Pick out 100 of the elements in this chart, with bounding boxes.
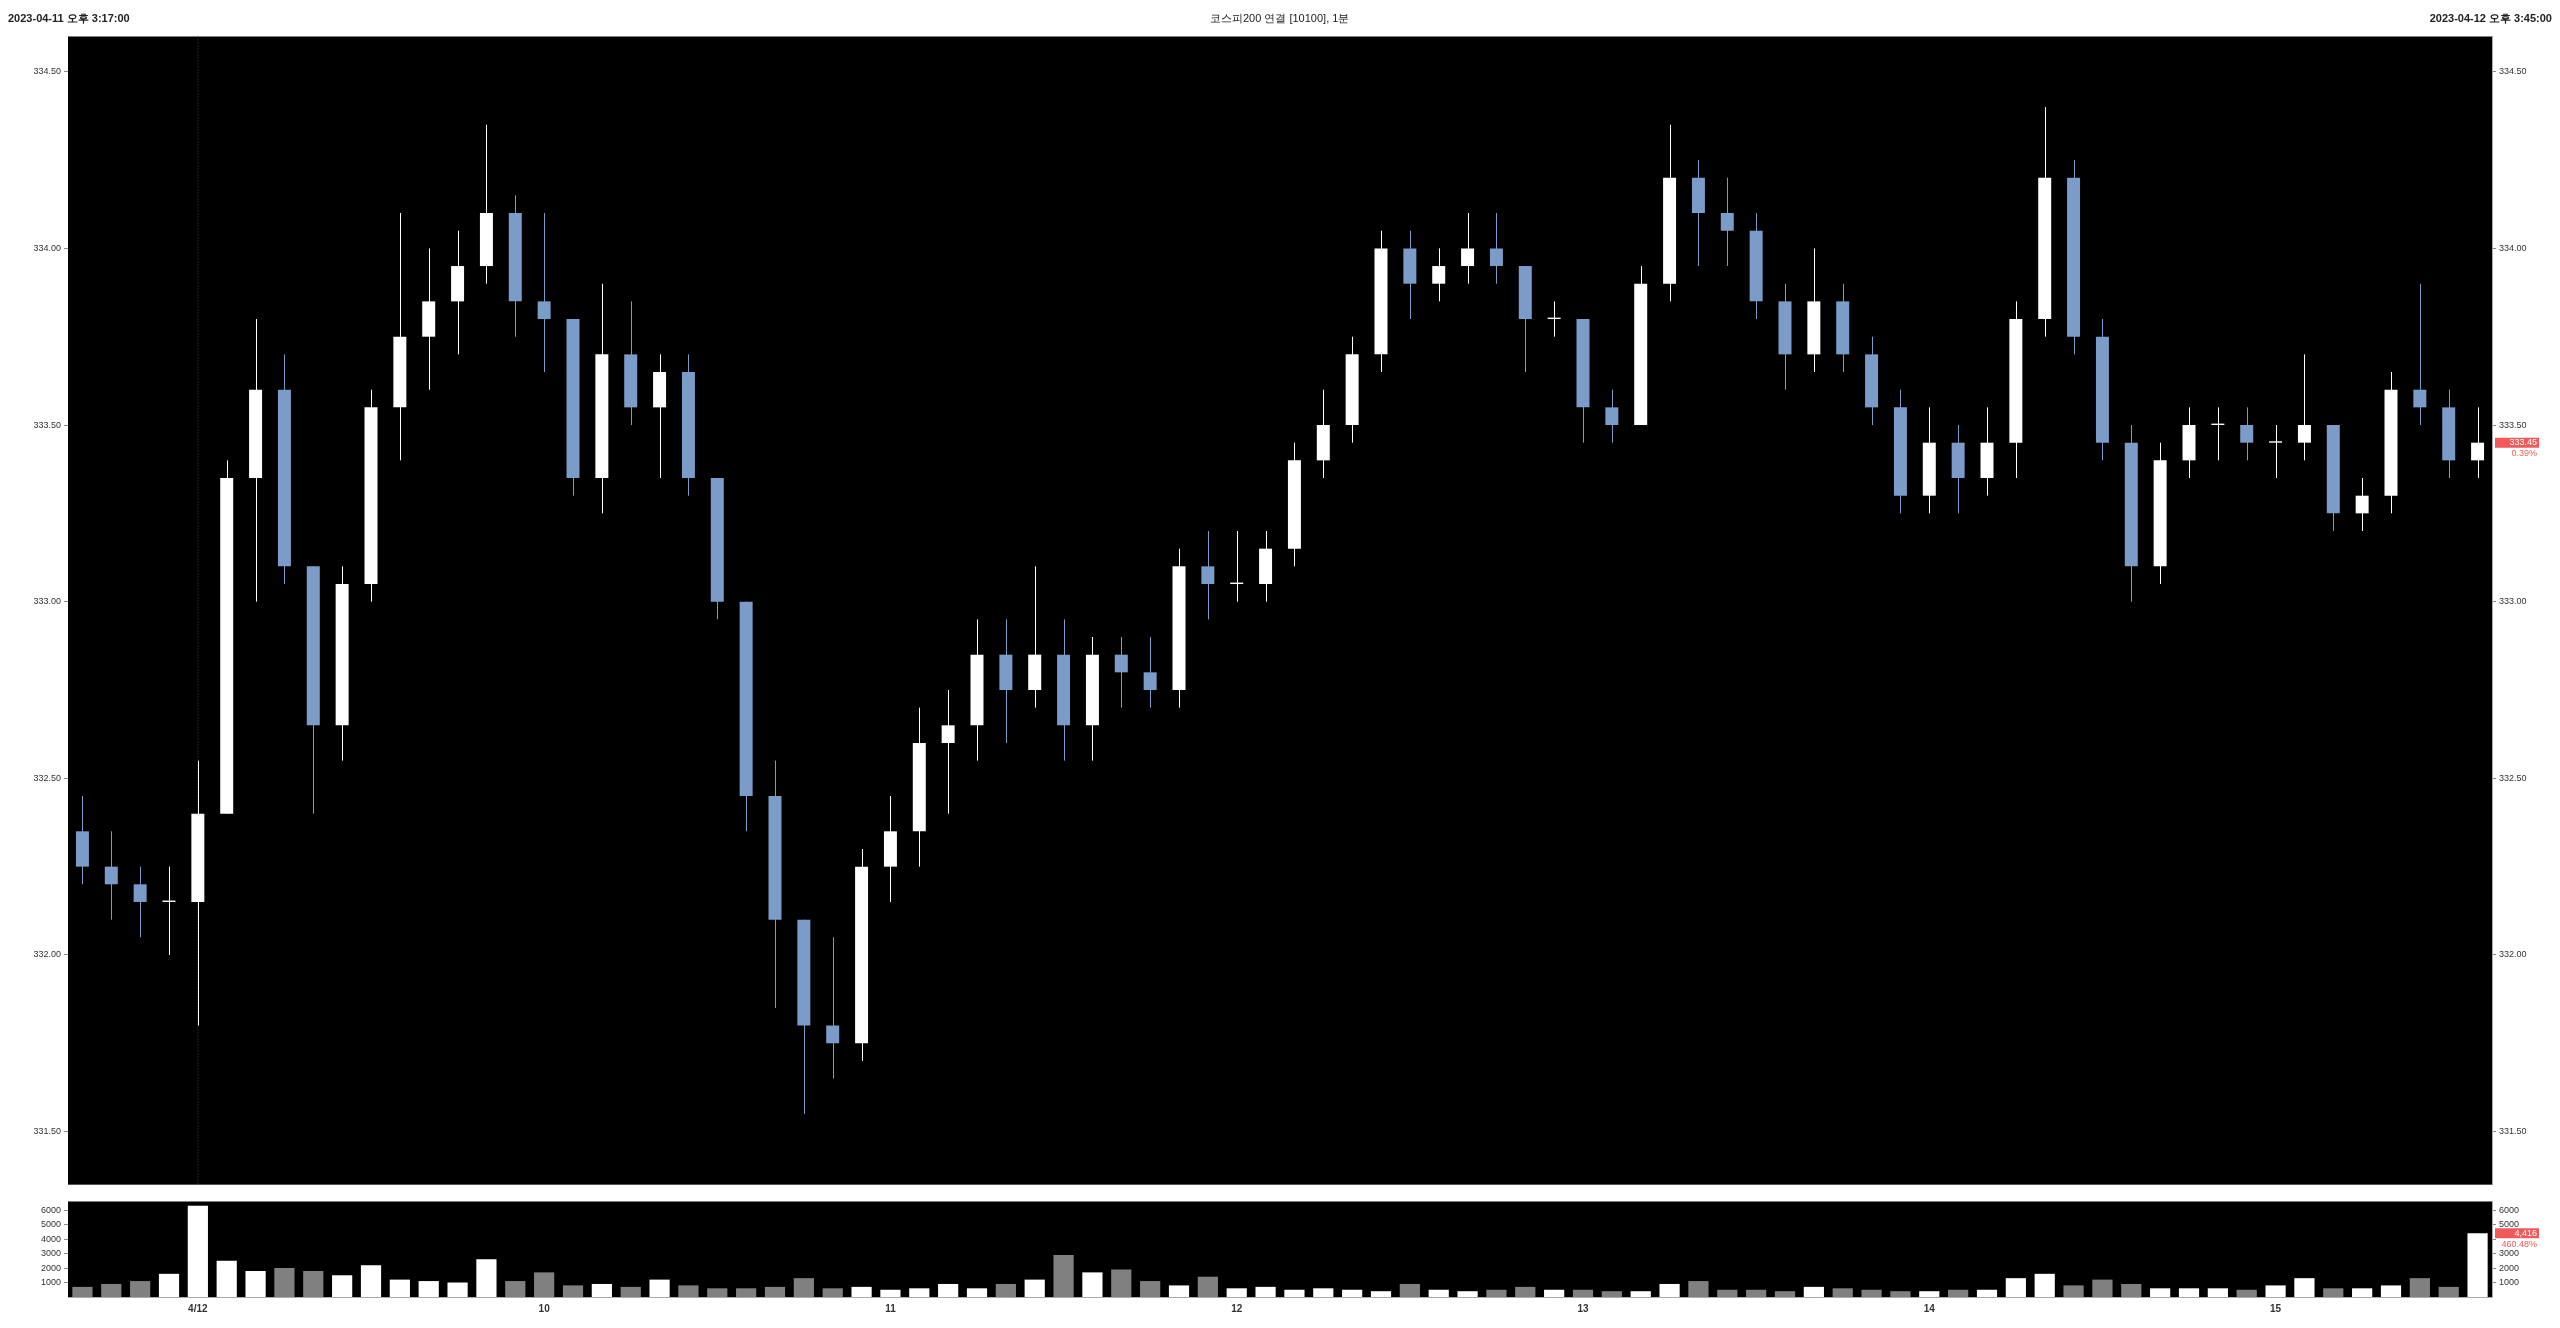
bar bbox=[1774, 1291, 1796, 1297]
candlestick bbox=[1720, 177, 1734, 267]
y2-tick-label: 331.50 bbox=[2499, 1126, 2527, 1137]
candlestick bbox=[1489, 212, 1503, 285]
text: 0.39% bbox=[2511, 448, 2537, 459]
bar bbox=[130, 1281, 151, 1297]
y2-tick-label: 333.50 bbox=[2499, 419, 2527, 430]
y-tick-label: 5000 bbox=[40, 1219, 61, 1230]
bar bbox=[1140, 1281, 1161, 1297]
bar bbox=[1544, 1289, 1565, 1297]
bar bbox=[303, 1270, 324, 1297]
bar bbox=[591, 1283, 612, 1297]
y-tick-label: 332.00 bbox=[33, 949, 61, 960]
bar bbox=[938, 1283, 959, 1297]
candlestick bbox=[826, 936, 840, 1080]
y2-tick-label: 332.00 bbox=[2499, 949, 2527, 960]
bar bbox=[1659, 1283, 1680, 1297]
bar bbox=[649, 1279, 670, 1297]
bar bbox=[1486, 1289, 1507, 1297]
text: 4,416 bbox=[2514, 1227, 2537, 1238]
y2-tick-label: 334.00 bbox=[2499, 242, 2527, 253]
bar bbox=[1746, 1289, 1767, 1297]
bar bbox=[995, 1283, 1016, 1297]
bar bbox=[1313, 1288, 1334, 1297]
bar bbox=[2150, 1288, 2171, 1297]
bar bbox=[966, 1288, 988, 1297]
candlestick bbox=[2240, 406, 2254, 461]
candlestick bbox=[2413, 283, 2427, 426]
bar bbox=[1976, 1289, 1998, 1297]
bar bbox=[1284, 1289, 1305, 1297]
bar bbox=[245, 1270, 266, 1297]
y-tick-label: 331.50 bbox=[33, 1126, 61, 1137]
y-tick-label: 3000 bbox=[40, 1248, 61, 1259]
bar bbox=[534, 1272, 555, 1297]
x-tick-label: 14 bbox=[1923, 1302, 1936, 1314]
candlestick bbox=[1114, 636, 1128, 709]
y2-tick-label: 1000 bbox=[2499, 1277, 2520, 1287]
x-tick-label: 11 bbox=[885, 1302, 897, 1314]
bar bbox=[1111, 1269, 1132, 1297]
y2-tick-label: 2000 bbox=[2499, 1262, 2520, 1273]
bar bbox=[822, 1288, 843, 1297]
bar bbox=[158, 1273, 180, 1297]
bar bbox=[360, 1265, 382, 1297]
candlestick bbox=[1143, 636, 1157, 709]
bar bbox=[2063, 1285, 2084, 1297]
bar bbox=[2092, 1279, 2113, 1297]
bar bbox=[1197, 1276, 1218, 1297]
y2-tick-label: 5000 bbox=[2499, 1219, 2520, 1230]
bar bbox=[1572, 1289, 1594, 1297]
x-tick-label: 13 bbox=[1577, 1302, 1589, 1314]
bar bbox=[1428, 1289, 1449, 1297]
candlestick bbox=[941, 689, 955, 815]
bar bbox=[1919, 1291, 1940, 1297]
bar bbox=[2467, 1233, 2488, 1297]
x-tick-label: 12 bbox=[1231, 1302, 1243, 1314]
bar bbox=[187, 1205, 208, 1297]
bar bbox=[2207, 1288, 2228, 1297]
candlestick bbox=[133, 866, 147, 938]
text: 333.45 bbox=[2509, 437, 2537, 448]
candlestick bbox=[1432, 247, 1446, 302]
y-tick-label: 334.50 bbox=[33, 66, 61, 77]
bar bbox=[851, 1286, 872, 1297]
bar bbox=[447, 1282, 468, 1297]
bar bbox=[793, 1278, 814, 1297]
bar bbox=[1255, 1286, 1276, 1297]
candlestick bbox=[1201, 530, 1215, 620]
y2-tick-label: 334.50 bbox=[2499, 66, 2527, 77]
bar bbox=[1226, 1288, 1247, 1297]
candlestick bbox=[537, 212, 551, 373]
bar bbox=[678, 1285, 699, 1297]
bar bbox=[909, 1288, 930, 1297]
bar bbox=[476, 1259, 497, 1297]
bar bbox=[2178, 1288, 2200, 1297]
y-tick-label: 333.00 bbox=[33, 596, 61, 607]
x-tick-label: 4/12 bbox=[188, 1302, 209, 1314]
y2-tick-label: 332.50 bbox=[2499, 772, 2527, 783]
bar bbox=[2352, 1288, 2373, 1297]
bar bbox=[101, 1283, 122, 1297]
y-tick-label: 333.50 bbox=[33, 419, 61, 430]
candlestick bbox=[2269, 424, 2283, 479]
bar bbox=[2236, 1289, 2257, 1297]
candlestick bbox=[1605, 389, 1619, 444]
text: 2023-04-11 오후 3:17:00 bbox=[8, 10, 130, 26]
bar bbox=[216, 1260, 237, 1297]
bar bbox=[1053, 1254, 1074, 1297]
bar bbox=[274, 1268, 295, 1297]
bar bbox=[2409, 1278, 2430, 1297]
text: 2023-04-12 오후 3:45:00 bbox=[2429, 10, 2552, 26]
y2-tick-label: 333.00 bbox=[2499, 596, 2527, 607]
bar bbox=[562, 1285, 584, 1297]
bar bbox=[1082, 1272, 1103, 1297]
bar bbox=[505, 1281, 526, 1297]
bar bbox=[1342, 1289, 1363, 1297]
bar bbox=[2265, 1285, 2286, 1297]
y-tick-label: 1000 bbox=[40, 1277, 61, 1287]
bar bbox=[1168, 1285, 1190, 1297]
bar bbox=[707, 1288, 728, 1297]
bar bbox=[418, 1281, 439, 1297]
bar bbox=[1370, 1291, 1392, 1297]
bar bbox=[1832, 1288, 1853, 1297]
